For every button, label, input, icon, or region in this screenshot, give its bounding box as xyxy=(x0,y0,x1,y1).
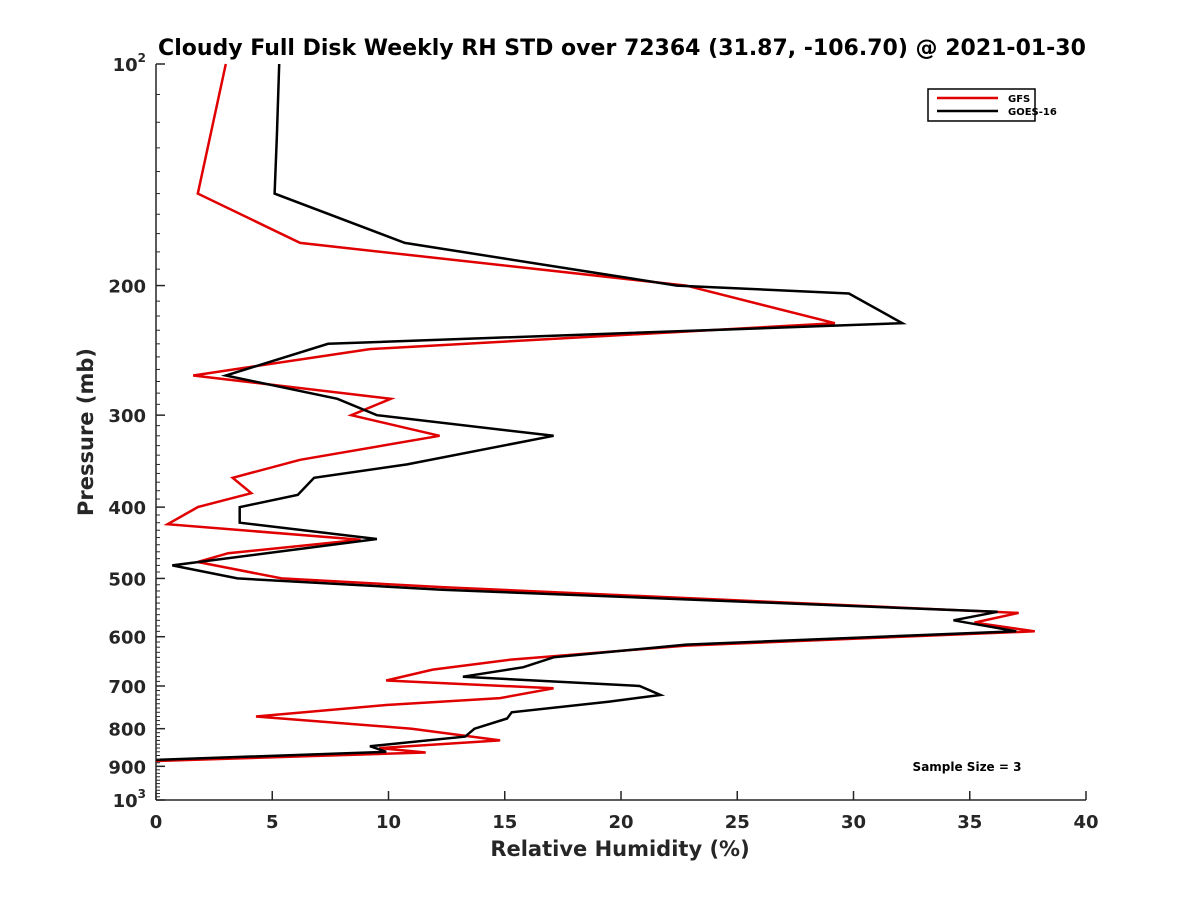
series-line-gfs xyxy=(155,63,1035,763)
x-tick-label: 5 xyxy=(266,812,279,833)
y-tick-label: 800 xyxy=(108,720,146,741)
y-tick-label: 300 xyxy=(108,406,146,427)
y-tick-label: 400 xyxy=(108,498,146,519)
plot-area xyxy=(155,64,1086,801)
legend-entry: GFS xyxy=(1008,94,1030,105)
x-tick-label: 25 xyxy=(725,812,750,833)
y-tick-label: 600 xyxy=(108,628,146,649)
y-tick-label: 700 xyxy=(108,677,146,698)
y-tick-label: 102 xyxy=(113,51,146,76)
x-tick-label: 30 xyxy=(841,812,866,833)
legend: GFS GOES-16 xyxy=(927,88,1057,122)
ticks-layer: 0 5 10 15 20 25 30 35 40 102 200 300 400 500 600 700 800… xyxy=(108,51,1098,833)
x-tick-label: 15 xyxy=(492,812,517,833)
y-tick-label: 200 xyxy=(108,277,146,298)
x-axis-label: Relative Humidity (%) xyxy=(490,837,749,861)
x-tick-label: 40 xyxy=(1073,812,1098,833)
series-line-goes-16 xyxy=(155,63,1017,762)
y-tick-label: 500 xyxy=(108,569,146,590)
legend-box xyxy=(927,88,1036,122)
chart-title: Cloudy Full Disk Weekly RH STD over 7236… xyxy=(158,36,1086,61)
y-tick-label: 900 xyxy=(108,757,146,778)
y-tick-label: 103 xyxy=(113,787,146,812)
y-axis-label: Pressure (mb) xyxy=(74,348,98,516)
x-tick-label: 35 xyxy=(957,812,982,833)
sample-size-annotation: Sample Size = 3 xyxy=(913,760,1022,774)
x-tick-label: 10 xyxy=(376,812,401,833)
legend-entry: GOES-16 xyxy=(1008,107,1057,118)
series-layer xyxy=(155,63,1035,763)
x-tick-label: 20 xyxy=(608,812,633,833)
x-tick-label: 0 xyxy=(150,812,163,833)
